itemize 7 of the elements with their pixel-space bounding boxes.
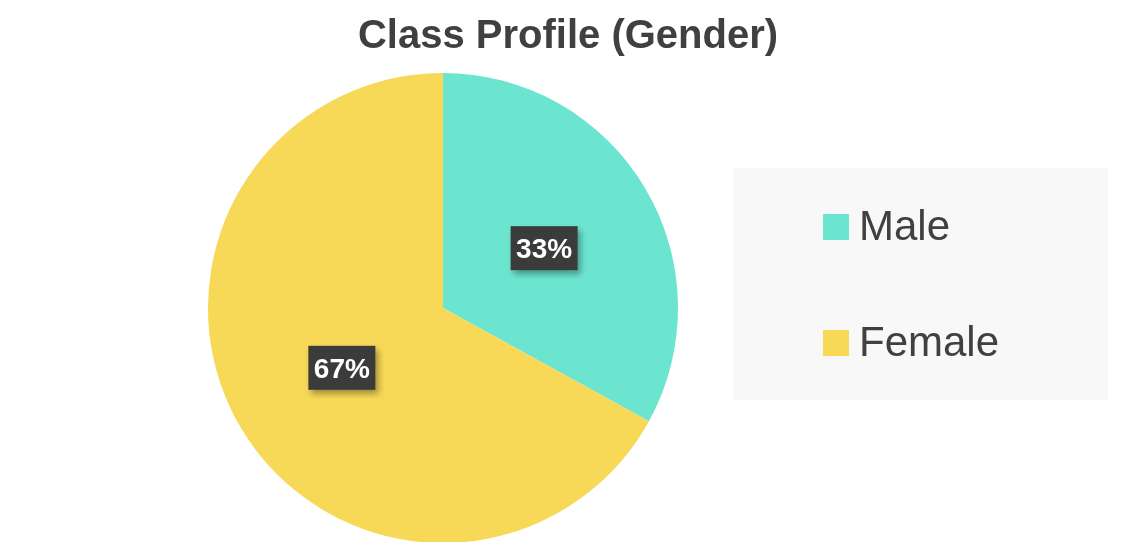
legend-label: Male	[859, 202, 951, 249]
data-label: 67%	[313, 352, 370, 384]
data-label: 33%	[516, 233, 573, 265]
pie-slice	[443, 73, 678, 422]
chart-title: Class Profile (Gender)	[357, 12, 779, 56]
legend-label: Female	[859, 318, 1000, 365]
pie-slice	[208, 73, 649, 542]
